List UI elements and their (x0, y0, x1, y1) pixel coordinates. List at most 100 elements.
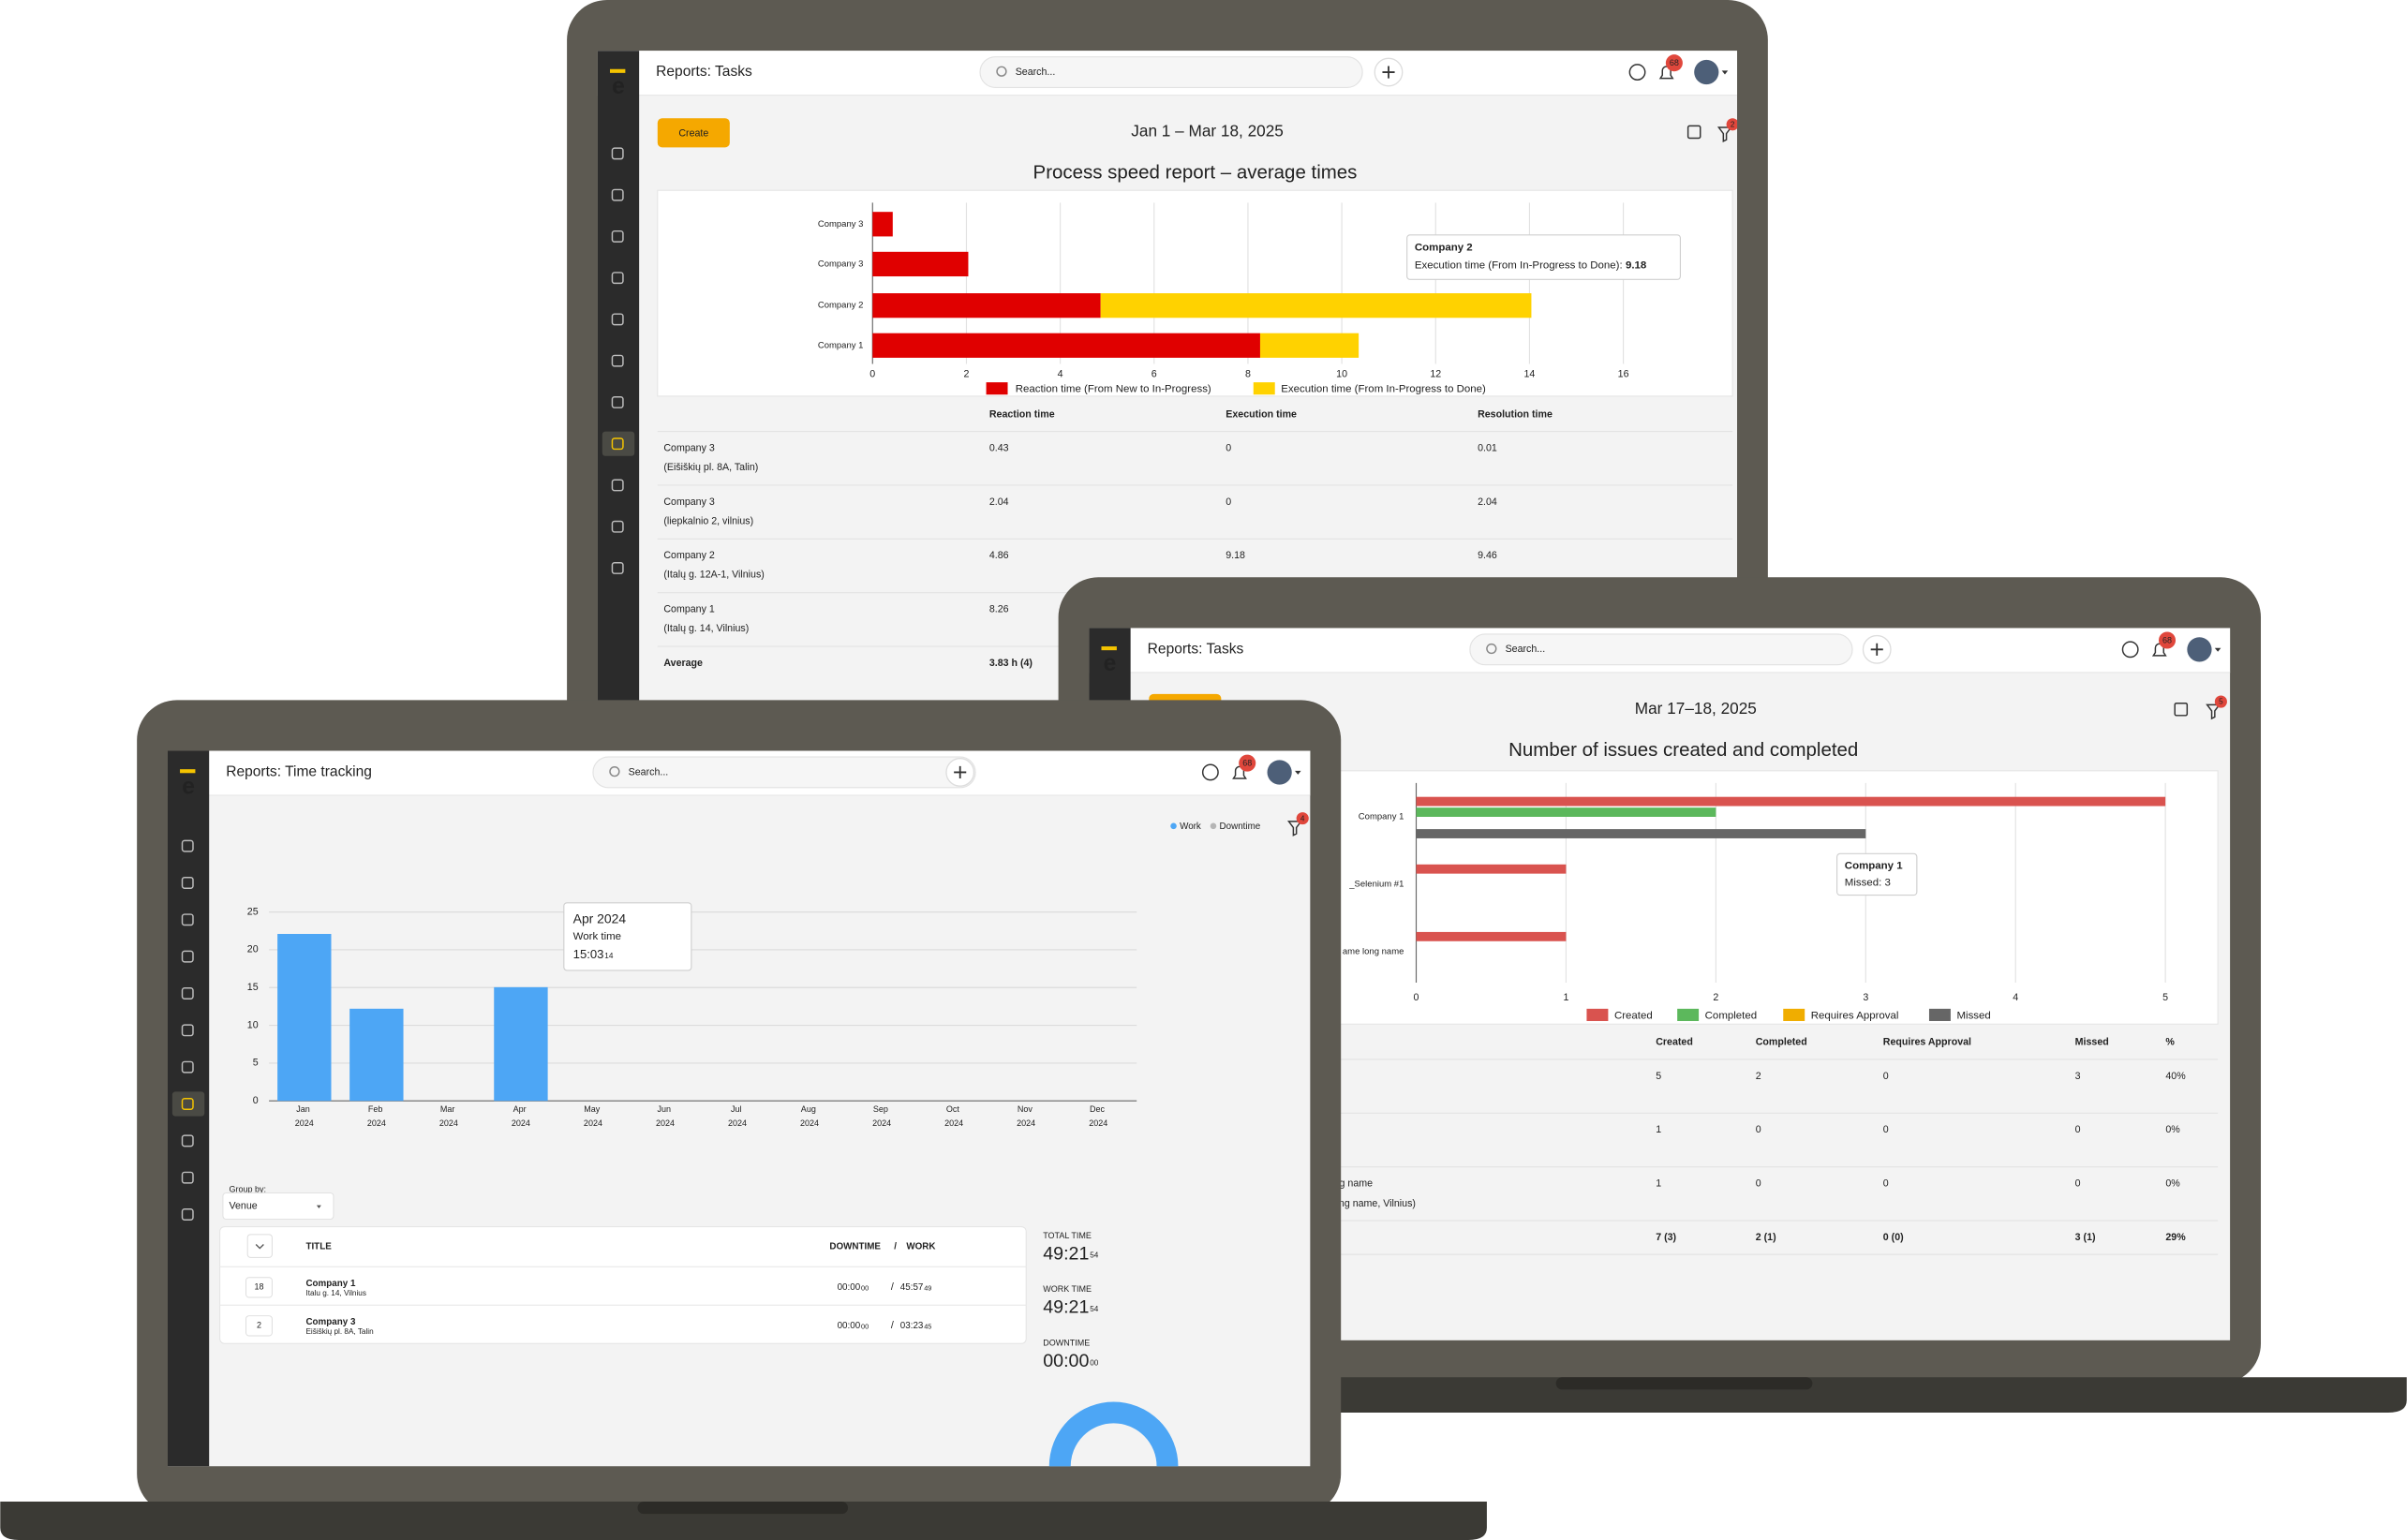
tooltip-label: Work time (573, 931, 621, 942)
row-name: Company 1 (663, 604, 714, 615)
tooltip (1836, 852, 1918, 896)
work-seconds: 45 (924, 1323, 931, 1331)
notification-badge (1665, 54, 1683, 72)
filter-count: 2 (1731, 120, 1735, 128)
table-cell: 9.18 (1226, 550, 1245, 561)
legend-swatch (1783, 1008, 1805, 1021)
group-by-select[interactable] (222, 1192, 334, 1220)
x-tick-label: Aug 2024 (800, 1104, 819, 1128)
table-cell: 0 (1756, 1178, 1761, 1190)
legend-swatch (1928, 1008, 1951, 1021)
y-tick-label: ame long name (1343, 947, 1404, 957)
tooltip-title: Apr 2024 (573, 911, 627, 925)
y-tick-label: 25 (247, 906, 259, 917)
sidebar-icon (181, 913, 194, 926)
row-name: Company 3 (663, 442, 714, 453)
column-header: Completed (1756, 1037, 1807, 1048)
sidebar-icon (611, 272, 624, 285)
laptop-notch (1555, 1377, 1813, 1390)
x-tick-label: Jul 2024 (728, 1104, 747, 1128)
logo: e (182, 774, 195, 799)
table-cell: 0.01 (1478, 442, 1497, 453)
x-tick-label: 5 (2162, 992, 2168, 1003)
y-tick-label: Company 2 (818, 301, 864, 311)
chart-title: Number of issues created and completed (1508, 739, 1858, 761)
legend-label: Reaction time (From New to In-Progress) (1016, 384, 1211, 395)
table-panel (219, 1226, 1027, 1344)
notification-badge (2159, 631, 2177, 649)
y-tick-label: 15 (247, 982, 259, 993)
tooltip (563, 902, 692, 971)
search-placeholder: Search... (1016, 67, 1056, 78)
legend-label: Requires Approval (1811, 1010, 1899, 1021)
count-box (245, 1315, 273, 1337)
sidebar-icon (611, 520, 624, 533)
bar (1416, 864, 1567, 874)
summary-value: 49:21 (1043, 1297, 1089, 1318)
total-cell: 7 (3) (1656, 1232, 1676, 1243)
column-header: WORK (906, 1242, 935, 1252)
x-tick-label: Nov 2024 (1017, 1104, 1035, 1128)
sidebar-icon (611, 479, 624, 492)
legend-label: Created (1614, 1010, 1653, 1021)
row-name: Company 3 (305, 1317, 356, 1327)
bar (1416, 796, 2166, 807)
x-tick-label: 10 (1336, 369, 1347, 380)
table-cell: 5 (1656, 1071, 1661, 1082)
search-icon (1486, 643, 1497, 655)
x-tick-label: Sep 2024 (872, 1104, 891, 1128)
logo-bar (1101, 646, 1117, 651)
row-name: Company 1 (305, 1279, 356, 1289)
row-count: 18 (254, 1282, 263, 1292)
sidebar-icon (181, 1208, 194, 1221)
sidebar-icon (611, 147, 624, 160)
sidebar-icon (611, 395, 624, 408)
y-tick-label: 0 (253, 1095, 259, 1106)
tooltip-value: 9.18 (1626, 260, 1647, 272)
x-tick-label: May 2024 (584, 1104, 602, 1128)
row-address: Eišiškių pl. 8A, Talin (305, 1327, 374, 1336)
bar (1416, 807, 1716, 817)
y-tick-label: 5 (253, 1058, 259, 1069)
work-value: 03:23 (900, 1321, 924, 1331)
avatar-caret (2214, 647, 2221, 652)
page-title: Reports: Time tracking (226, 764, 372, 780)
tooltip-label: Execution time (From In-Progress to Done… (1415, 260, 1623, 272)
tooltip-value: 15:03 (573, 947, 604, 961)
summary-value: 49:21 (1043, 1243, 1089, 1264)
total-cell: 3.83 h (4) (989, 658, 1033, 669)
x-tick-label: Jun 2024 (656, 1104, 675, 1128)
summary-seconds: 00 (1090, 1358, 1099, 1367)
row-address: (Italų g. 12A-1, Vilnius) (663, 570, 764, 581)
legend-label: Missed (1956, 1010, 1990, 1021)
x-tick-label: Apr 2024 (512, 1104, 530, 1128)
help-icon (1628, 64, 1646, 81)
row-name: Company 3 (663, 496, 714, 508)
create-button[interactable] (657, 118, 730, 148)
tooltip (1406, 234, 1682, 280)
filter-badge (1726, 118, 1738, 131)
sidebar-icon (611, 188, 624, 201)
avatar-caret (1295, 770, 1301, 775)
downtime-seconds: 00 (861, 1284, 869, 1293)
y-tick-label: Company 1 (1359, 812, 1404, 822)
table-cell: 4.86 (989, 550, 1009, 561)
x-tick-label: 2 (963, 369, 969, 380)
work-seconds: 49 (924, 1284, 931, 1293)
table-cell: 0 (1226, 496, 1231, 508)
laptop-base (0, 1502, 1487, 1540)
logo: e (1104, 651, 1117, 676)
bar (494, 986, 548, 1102)
row-name: g name (1340, 1178, 1374, 1190)
filter-count: 4 (1300, 814, 1305, 822)
summary-label: WORK TIME (1043, 1284, 1092, 1294)
tooltip-title: Company 1 (1845, 860, 1903, 871)
page-title: Reports: Tasks (656, 64, 752, 80)
search-box (1469, 633, 1853, 666)
bar (872, 251, 969, 277)
x-tick-label: 4 (2013, 992, 2018, 1003)
filter-badge (2214, 695, 2227, 708)
export-icon (1686, 125, 1701, 140)
y-tick-label: 20 (247, 944, 259, 955)
